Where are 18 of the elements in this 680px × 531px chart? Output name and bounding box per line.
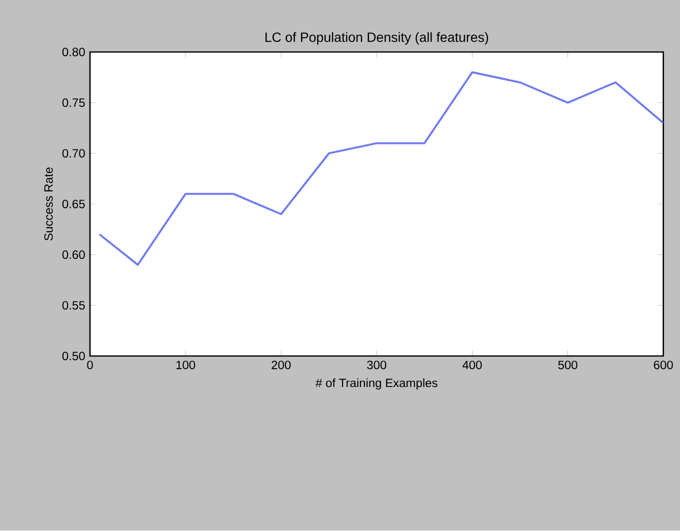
x-tick-label: 200 xyxy=(272,360,291,370)
x-tick-label: 300 xyxy=(367,360,386,370)
x-axis-title: # of Training Examples xyxy=(316,378,438,390)
y-tick-label: 0.65 xyxy=(62,200,85,208)
y-tick-label: 0.80 xyxy=(62,48,85,56)
x-tick-label: 100 xyxy=(176,360,196,370)
y-tick-label: 0.50 xyxy=(62,352,85,360)
line-series xyxy=(98,71,664,266)
chart-title: LC of Population Density (all features) xyxy=(265,32,488,45)
y-tick-label: 0.55 xyxy=(62,301,85,310)
y-tick-label: 0.75 xyxy=(62,98,85,108)
x-tick-label: 600 xyxy=(654,360,673,370)
y-tick-label: 0.60 xyxy=(62,250,85,260)
y-tick-label: 0.70 xyxy=(62,149,85,158)
x-tick-label: 500 xyxy=(558,360,578,370)
x-tick-label: 0 xyxy=(87,360,93,370)
x-tick-label: 400 xyxy=(462,360,482,370)
y-axis-title: Success Rate xyxy=(44,168,53,241)
